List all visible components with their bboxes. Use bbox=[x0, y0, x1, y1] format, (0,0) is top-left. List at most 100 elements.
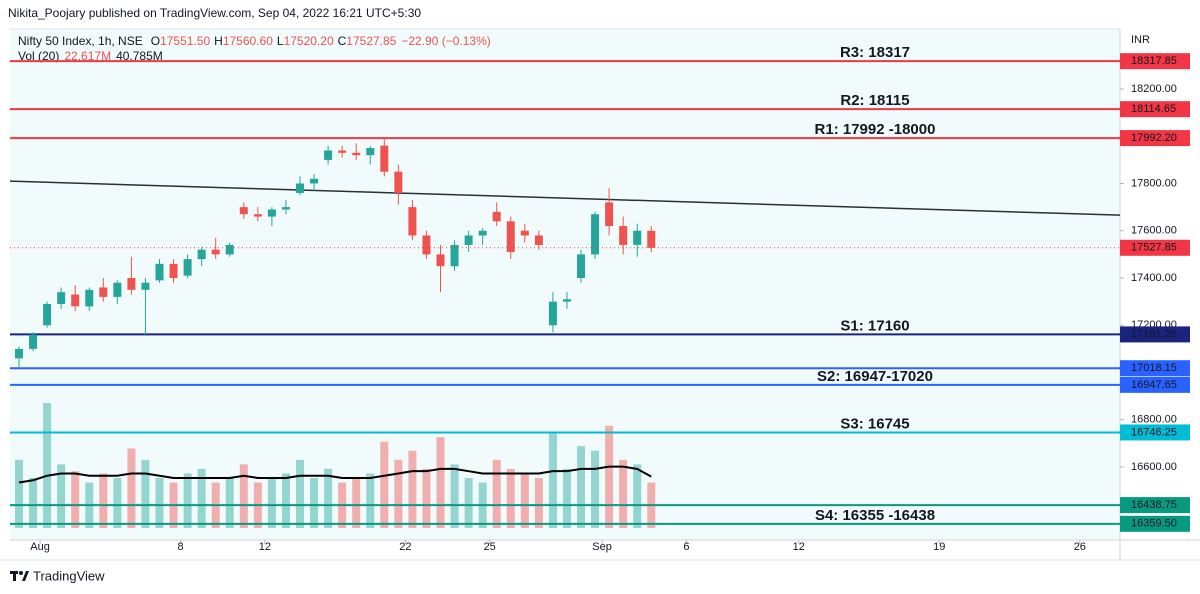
candle-body bbox=[605, 202, 614, 227]
ohlc-value: 17520.20 bbox=[284, 34, 334, 48]
candle-body bbox=[408, 207, 417, 236]
level-label: R3: 18317 bbox=[840, 44, 910, 61]
candle-body bbox=[71, 294, 80, 307]
y-tick-label: 17800.00 bbox=[1131, 177, 1177, 189]
candle-body bbox=[436, 254, 445, 267]
level-price-label: 16359.50 bbox=[1131, 518, 1177, 530]
volume-bar bbox=[492, 459, 501, 528]
candle-body bbox=[197, 249, 206, 260]
candle-body bbox=[155, 263, 164, 281]
level-price-label: 17018.15 bbox=[1131, 362, 1177, 374]
level-price-box bbox=[1120, 326, 1190, 343]
volume-bar bbox=[296, 459, 305, 528]
ohlc-key: H bbox=[214, 34, 223, 48]
volume-bar bbox=[310, 478, 319, 528]
level-label: S3: 16745 bbox=[840, 415, 909, 432]
header: Nikita_Poojary published on TradingView.… bbox=[8, 6, 421, 20]
x-tick-label: Aug bbox=[30, 541, 50, 553]
volume-bar bbox=[450, 464, 459, 528]
candle-body bbox=[127, 278, 136, 290]
x-tick-label: 19 bbox=[933, 541, 945, 553]
volume-legend-item: 22.617M bbox=[64, 49, 111, 63]
volume-bar bbox=[113, 478, 122, 528]
x-tick-label: Sep bbox=[592, 541, 612, 553]
candle-body bbox=[577, 254, 586, 279]
volume-bar bbox=[29, 478, 38, 528]
volume-bar bbox=[197, 468, 206, 528]
volume-bar bbox=[155, 478, 164, 528]
candle-body bbox=[562, 299, 571, 302]
candle-body bbox=[141, 282, 150, 290]
level-label: S1: 17160 bbox=[840, 317, 909, 334]
volume-bar bbox=[394, 459, 403, 528]
level-price-label: 16438.75 bbox=[1131, 499, 1177, 511]
footer-brand: TradingView bbox=[33, 568, 105, 583]
volume-bar bbox=[591, 450, 600, 528]
candle-body bbox=[225, 244, 234, 255]
plot-area bbox=[10, 29, 1120, 540]
level-label: S2: 16947-17020 bbox=[817, 368, 933, 385]
candle-body bbox=[169, 263, 178, 279]
candle-body bbox=[113, 282, 122, 297]
ohlc-key: L bbox=[277, 34, 284, 48]
x-tick-label: 26 bbox=[1074, 541, 1086, 553]
volume-bar bbox=[577, 446, 586, 528]
volume-bar bbox=[57, 464, 66, 528]
last-price-label: 17527.85 bbox=[1131, 242, 1177, 254]
y-tick-label: 18200.00 bbox=[1131, 83, 1177, 95]
candle-body bbox=[85, 289, 94, 307]
candle-body bbox=[29, 334, 38, 349]
candle-body bbox=[267, 209, 276, 217]
x-tick-label: 25 bbox=[484, 541, 496, 553]
ohlc-key: C bbox=[338, 34, 347, 48]
x-tick-label: 12 bbox=[259, 541, 271, 553]
candle-body bbox=[591, 214, 600, 255]
volume-bar bbox=[352, 478, 361, 528]
change: −22.90 (−0.13%) bbox=[401, 34, 490, 48]
last-price-box bbox=[1120, 239, 1190, 256]
level-price-box bbox=[1120, 101, 1190, 118]
volume-bar bbox=[408, 450, 417, 528]
volume-bar bbox=[71, 471, 80, 528]
volume-bar bbox=[534, 478, 543, 528]
tv-logo bbox=[10, 571, 29, 581]
volume-bar bbox=[520, 473, 529, 528]
x-tick-label: 8 bbox=[178, 541, 184, 553]
level-label: R2: 18115 bbox=[840, 92, 909, 109]
candle-body bbox=[99, 287, 108, 297]
candle-body bbox=[534, 235, 543, 245]
volume-legend-item: Vol (20) bbox=[18, 49, 59, 63]
candle-body bbox=[366, 148, 375, 156]
legend: Nifty 50 Index, 1h, NSE O17551.50 H17560.6… bbox=[18, 34, 491, 48]
volume-bar bbox=[506, 468, 515, 528]
candle-body bbox=[464, 235, 473, 245]
level-price-box bbox=[1120, 376, 1190, 393]
volume-bar bbox=[127, 448, 136, 528]
candle-body bbox=[324, 150, 333, 160]
level-price-box bbox=[1120, 360, 1190, 377]
volume-bar bbox=[366, 473, 375, 528]
candle-body bbox=[450, 244, 459, 267]
x-tick-label: 6 bbox=[683, 541, 689, 553]
trendline bbox=[9, 180, 1121, 216]
candle-body bbox=[352, 152, 361, 156]
candle-body bbox=[57, 292, 66, 304]
level-price-label: 16746.25 bbox=[1131, 426, 1177, 438]
candle-body bbox=[183, 259, 192, 276]
volume-bar bbox=[43, 403, 52, 528]
level-price-label: 18317.85 bbox=[1131, 55, 1177, 67]
volume-legend: Vol (20) 22.617M 40.785M bbox=[18, 49, 163, 63]
candle-body bbox=[478, 230, 487, 236]
volume-bar bbox=[99, 473, 108, 528]
level-label: S4: 16355 -16438 bbox=[815, 507, 935, 524]
ohlc-key: O bbox=[151, 34, 160, 48]
candle-body bbox=[380, 145, 389, 172]
candle-body bbox=[296, 183, 305, 193]
level-price-label: 17161.25 bbox=[1131, 328, 1177, 340]
volume-bar bbox=[225, 478, 234, 528]
volume-bar bbox=[605, 425, 614, 528]
level-price-label: 18114.65 bbox=[1131, 103, 1176, 115]
y-tick-label: 17400.00 bbox=[1131, 272, 1177, 284]
volume-legend-item: 40.785M bbox=[116, 49, 163, 63]
